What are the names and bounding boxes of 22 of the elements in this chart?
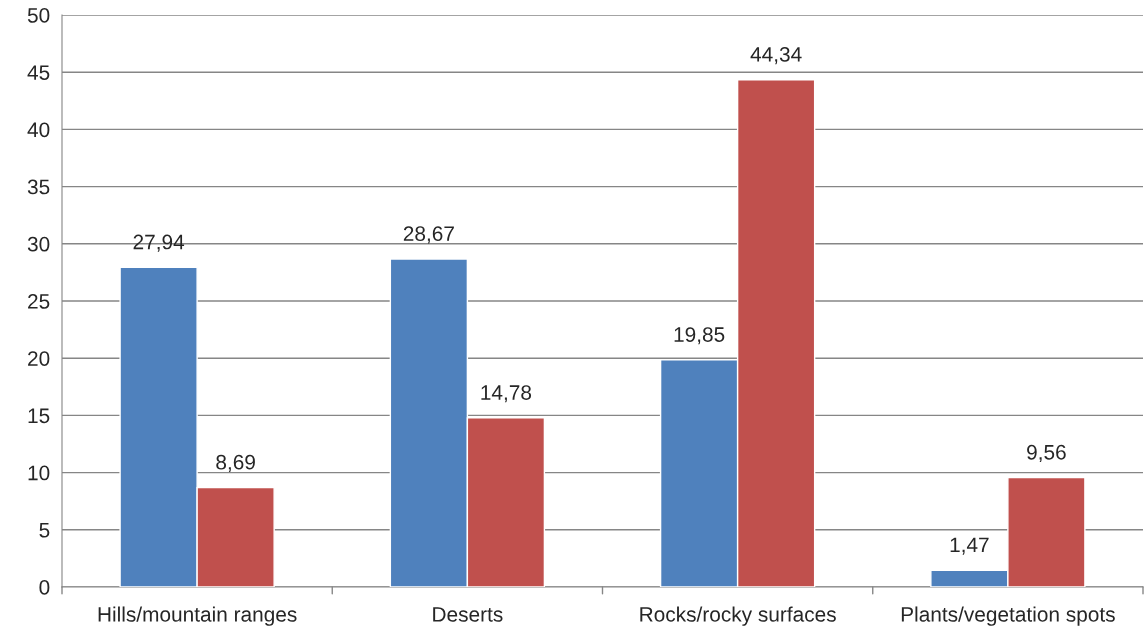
data-label: 44,34 [750, 46, 802, 65]
y-tick-label: 15 [28, 408, 50, 424]
data-label: 14,78 [481, 385, 532, 403]
y-tick-label: 50 [27, 8, 50, 23]
data-label: 9,56 [1027, 444, 1066, 463]
y-tick-label: 30 [27, 236, 50, 252]
y-tick-label: 0 [39, 580, 50, 595]
y-tick-label: 25 [28, 294, 50, 309]
y-tick-label: 20 [28, 351, 50, 366]
y-tick-label: 35 [27, 179, 50, 195]
y-tick-label: 10 [28, 465, 50, 481]
x-tick-label: Plants/vegetation spots [901, 606, 1115, 626]
x-tick-label: Deserts [433, 607, 503, 622]
data-label: 19,85 [674, 327, 725, 345]
y-tick-label: 5 [39, 523, 50, 538]
data-label: 1,47 [950, 537, 989, 555]
x-tick-label: Rocks/rocky surfaces [640, 606, 836, 626]
data-label: 28,67 [403, 226, 454, 244]
y-tick-label: 45 [27, 65, 50, 80]
y-tick-label: 40 [27, 122, 50, 138]
x-tick-label: Hills/mountain ranges [98, 606, 297, 626]
data-label: 8,69 [216, 454, 255, 473]
